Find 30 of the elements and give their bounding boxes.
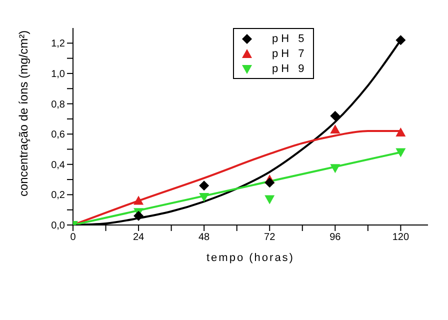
- point: [199, 192, 210, 202]
- point: [396, 128, 406, 137]
- y-tick-label: 0,2: [51, 190, 66, 202]
- x-tick-label: 96: [330, 232, 342, 244]
- point: [330, 124, 340, 134]
- point: [264, 178, 275, 188]
- point: [396, 35, 406, 46]
- y-tick-label: 0,4: [51, 160, 66, 171]
- legend-label: pH 7: [272, 48, 308, 60]
- x-tick-label: 48: [198, 232, 210, 244]
- point: [330, 164, 340, 174]
- point: [396, 148, 406, 158]
- y-tick-label: 0,8: [51, 99, 66, 110]
- y-tick-label: 1,0: [51, 69, 66, 80]
- x-axis-title: tempo (horas): [206, 252, 294, 264]
- x-tick-label: 24: [132, 232, 145, 244]
- y-tick-label: 1,2: [51, 38, 66, 50]
- point: [264, 195, 275, 204]
- y-axis-title: concentração de íons (mg/cm²): [16, 30, 30, 196]
- point: [134, 196, 144, 205]
- x-tick-label: 72: [264, 232, 276, 244]
- x-tick-label: 0: [70, 232, 76, 244]
- point: [134, 210, 144, 221]
- x-tick-label: 120: [392, 232, 410, 244]
- y-tick-label: 0,0: [51, 220, 66, 232]
- legend-label: pH 5: [272, 32, 308, 44]
- point: [199, 180, 210, 191]
- point: [330, 110, 340, 121]
- legend-label: pH 9: [272, 62, 308, 74]
- y-tick-label: 0,6: [51, 130, 66, 141]
